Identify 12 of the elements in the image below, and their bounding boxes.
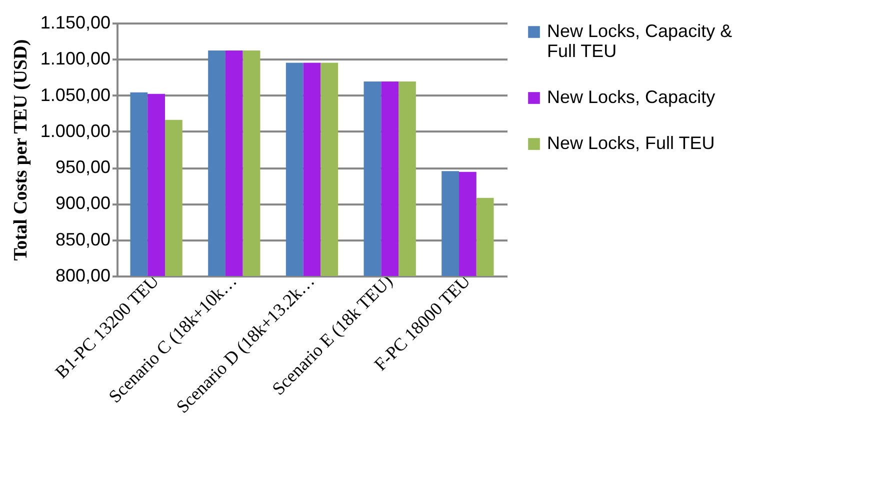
legend-label: New Locks, Capacity [547,87,716,107]
y-axis-title: Total Costs per TEU (USD) [10,39,32,261]
y-tick-label: 1.100,00 [40,48,110,69]
y-tick-label: 1.150,00 [40,12,110,32]
legend-label: New Locks, Full TEU [547,133,715,153]
legend-label: New Locks, Capacity & Full TEU [547,21,732,61]
y-tick-label: 850,00 [55,229,110,250]
y-tick-label: 900,00 [55,193,110,214]
y-tick-label: 1.050,00 [40,84,110,105]
y-tick-label: 950,00 [55,157,110,178]
y-tick-label: 800,00 [55,266,110,286]
y-tick-label: 1.000,00 [40,120,110,141]
